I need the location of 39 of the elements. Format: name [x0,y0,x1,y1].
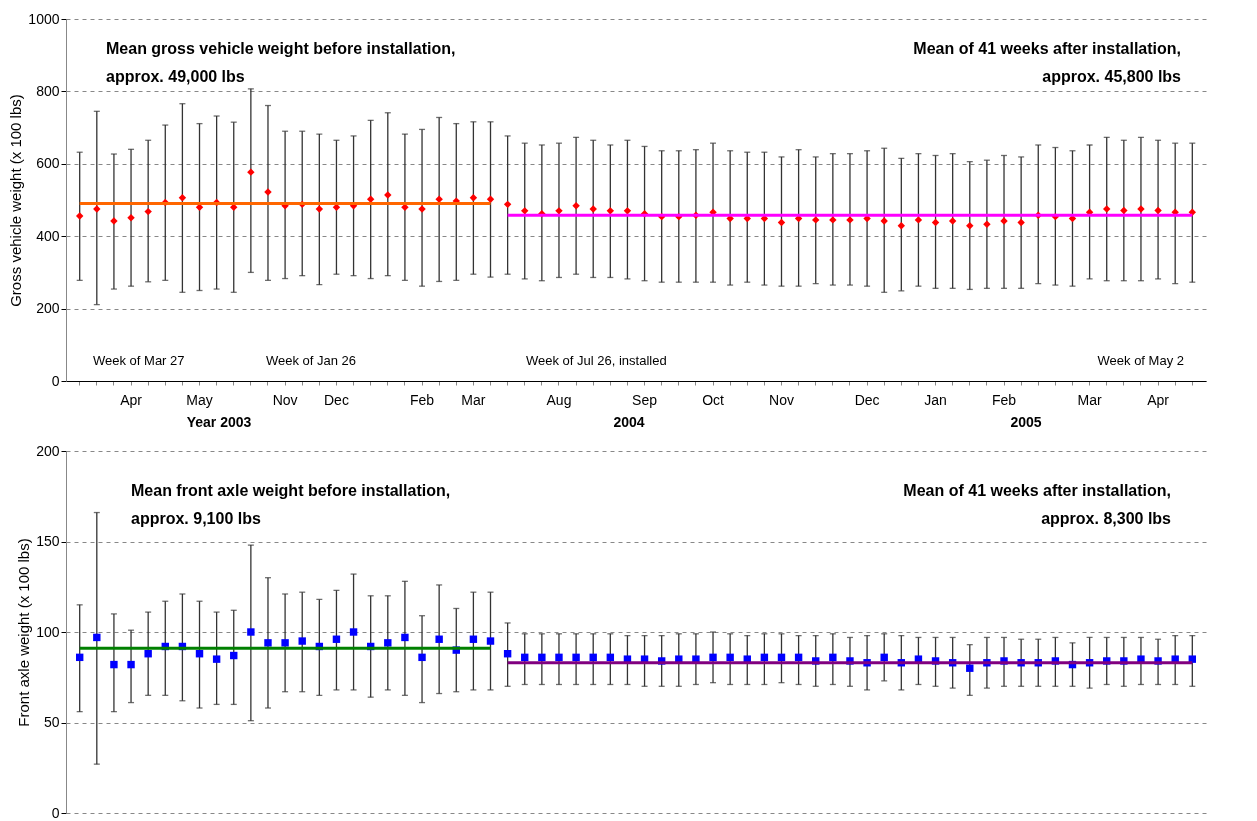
x-tick-label: Sep [632,391,658,408]
x-tick-label: Nov [272,391,298,408]
text: Year 2003 [186,414,252,430]
y-tick-label: 50 [43,714,60,730]
y-tick-label: 150 [36,533,60,549]
text: 2004 [613,414,645,430]
y-tick-label: 800 [36,82,60,99]
x-tick-label: Dec [854,391,880,408]
annotation: Week of Jan 26 [265,353,356,368]
x-tick-label: Feb [991,391,1017,408]
x-tick-label: Dec [324,391,349,408]
y-tick-label: 100 [36,623,60,640]
y-tick-label: 200 [36,300,60,317]
y-tick-label: 600 [36,155,60,172]
x-tick-label: Feb [409,391,435,408]
annotation: Week of Jul 26, installed [526,353,667,368]
annotation: Mean of 41 weeks after installation, approx. 8,300 lbs [903,482,1172,527]
x-tick-label: Jan [924,391,947,408]
annotation: Mean of 41 weeks after installation, approx. 45,800 lbs [913,40,1182,85]
x-tick-label: Apr [120,391,143,408]
x-tick-label: Nov [769,391,794,408]
y-tick-label: 1000 [28,10,60,27]
annotation: Mean front axle weight before installation, approx. 9,100 lbs [131,482,451,527]
x-tick-label: Aug [546,391,572,408]
annotation: Mean gross vehicle weight before installation, approx. 49,000 lbs [106,40,456,85]
y-tick-label: 400 [36,227,60,244]
text: 2005 [1010,414,1042,430]
y-tick-label: 0 [51,372,60,389]
annotation: Week of May 2 [1097,353,1184,368]
x-tick-label: Oct [702,391,725,408]
y-axis-title: Front axle weight (x 100 lbs) [15,538,33,727]
y-tick-label: 200 [36,442,60,459]
x-tick-label: Mar [461,391,486,408]
x-tick-label: Apr [1147,391,1170,408]
y-axis-title: Gross vehicle weight (x 100 lbs) [7,94,25,307]
x-tick-label: May [186,391,213,408]
annotation: Week of Mar 27 [93,353,185,368]
x-tick-label: Mar [1077,391,1102,408]
y-tick-label: 0 [51,804,60,821]
